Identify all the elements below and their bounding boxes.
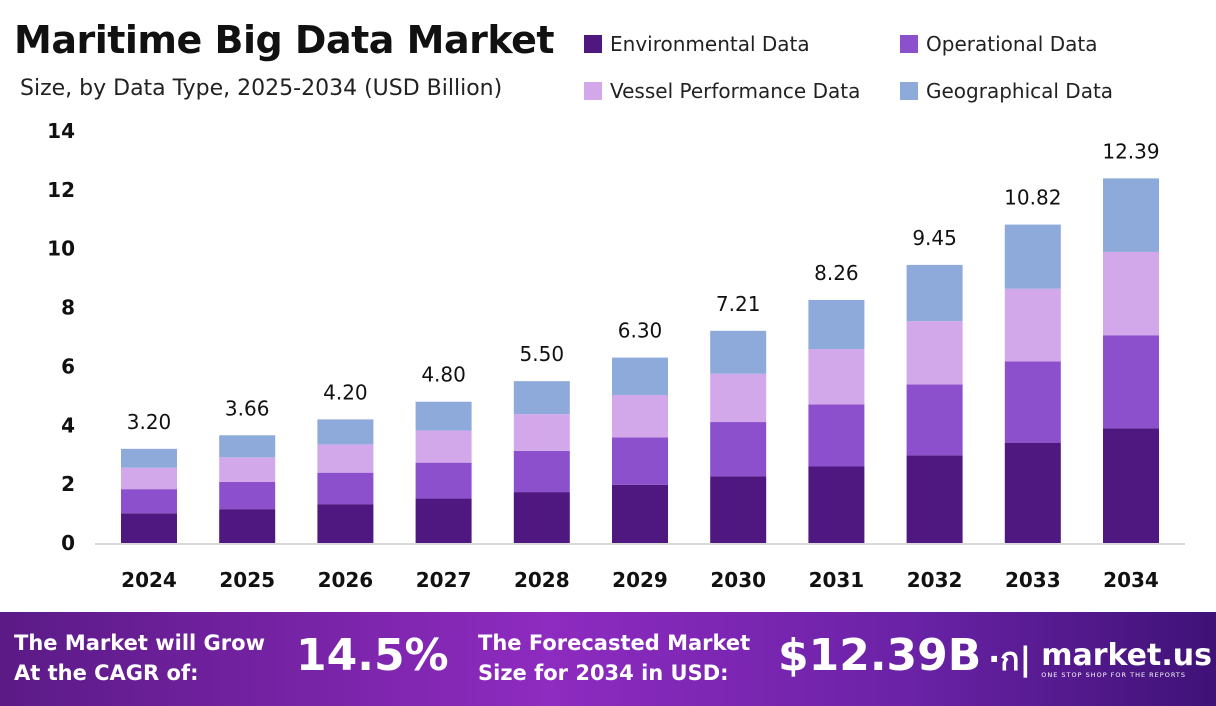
y-tick-label: 2 <box>61 472 75 496</box>
bar-segment <box>1103 335 1159 429</box>
x-tick-label: 2029 <box>612 568 668 592</box>
legend-swatch <box>900 82 918 100</box>
x-tick-label: 2031 <box>809 568 865 592</box>
y-tick-label: 12 <box>47 178 75 202</box>
footer-banner: The Market will Grow At the CAGR of: 14.5… <box>0 612 1216 706</box>
bar-segment <box>121 513 177 543</box>
bar-segment <box>1004 442 1061 543</box>
y-tick-label: 0 <box>61 531 75 555</box>
bar-total-label: 9.45 <box>912 226 957 250</box>
bar-segment <box>219 435 276 458</box>
bar-segment <box>906 455 963 543</box>
bar-segment <box>808 466 865 543</box>
bar-segment <box>121 489 177 514</box>
y-tick-label: 8 <box>61 296 75 320</box>
legend-item-environmental: Environmental Data <box>584 32 810 56</box>
x-tick-label: 2034 <box>1103 568 1159 592</box>
bar-segment <box>710 330 767 374</box>
bar-total-label: 4.20 <box>323 380 368 404</box>
x-tick-label: 2026 <box>318 568 374 592</box>
legend-label: Vessel Performance Data <box>610 79 861 103</box>
bar-segment <box>612 484 668 543</box>
legend-label: Geographical Data <box>926 79 1114 103</box>
x-tick-label: 2030 <box>710 568 766 592</box>
legend-swatch <box>584 82 602 100</box>
bar-segment <box>808 404 865 467</box>
x-tick-label: 2028 <box>514 568 570 592</box>
bar-segment <box>710 422 767 477</box>
x-tick-label: 2025 <box>219 568 275 592</box>
legend-item-geographical: Geographical Data <box>900 79 1113 103</box>
bar-segment <box>1103 428 1159 543</box>
bar-segment <box>710 373 767 423</box>
bar-segment <box>1103 178 1159 252</box>
bar-total-label: 4.80 <box>421 363 466 387</box>
y-tick-label: 10 <box>47 237 75 261</box>
legend-label: Operational Data <box>926 32 1098 56</box>
bar-segment <box>219 481 276 510</box>
x-tick-label: 2027 <box>416 568 472 592</box>
bar-segment <box>415 401 472 431</box>
bar-segment <box>219 509 276 543</box>
legend-item-operational: Operational Data <box>900 32 1097 56</box>
bar-segment <box>317 472 374 505</box>
bar-segment <box>1004 224 1061 289</box>
chart-subtitle: Size, by Data Type, 2025-2034 (USD Billi… <box>20 76 503 101</box>
x-tick-label: 2033 <box>1005 568 1061 592</box>
bar-segment <box>906 384 963 456</box>
bar-total-label: 3.66 <box>225 396 270 420</box>
y-tick-label: 4 <box>61 413 75 437</box>
bar-segment <box>513 381 570 415</box>
bar-segment <box>1103 251 1159 336</box>
y-tick-label: 14 <box>47 119 75 143</box>
x-tick-label: 2032 <box>907 568 963 592</box>
bar-total-label: 8.26 <box>814 261 859 285</box>
forecast-value: $12.39B <box>778 630 982 681</box>
logo-icon: ∙ก| <box>988 640 1032 678</box>
bar-segment <box>317 419 374 445</box>
cagr-value: 14.5% <box>296 630 449 681</box>
bar-segment <box>415 498 472 543</box>
bar-segment <box>415 462 472 499</box>
bar-segment <box>513 414 570 451</box>
bar-total-label: 6.30 <box>618 319 663 343</box>
bar-segment <box>415 430 472 463</box>
bar-total-label: 3.20 <box>127 410 172 434</box>
x-tick-label: 2024 <box>121 568 177 592</box>
bar-segment <box>612 357 668 395</box>
bar-segment <box>317 444 374 473</box>
bar-segment <box>1004 361 1061 443</box>
legend-swatch <box>900 35 918 53</box>
bar-segment <box>710 476 767 543</box>
bar-segment <box>317 504 374 543</box>
bar-segment <box>121 448 177 468</box>
bar-segment <box>513 492 570 543</box>
legend-label: Environmental Data <box>610 32 810 56</box>
cagr-label: The Market will Grow At the CAGR of: <box>14 631 265 685</box>
legend-item-vessel: Vessel Performance Data <box>584 79 860 103</box>
bar-segment <box>612 437 668 485</box>
bar-segment <box>808 349 865 405</box>
bar-segment <box>612 394 668 438</box>
chart-title: Maritime Big Data Market <box>14 18 555 62</box>
bar-segment <box>1004 288 1061 362</box>
bar-segment <box>219 457 276 482</box>
bar-segment <box>513 450 570 493</box>
bar-segment <box>121 467 177 490</box>
bar-segment <box>808 299 865 350</box>
bar-segment <box>906 264 963 322</box>
forecast-label: The Forecasted Market Size for 2034 in US… <box>478 631 751 685</box>
logo: ∙ก| market.us ONE STOP SHOP FOR THE REPOR… <box>988 634 1212 685</box>
y-tick-label: 6 <box>61 354 75 378</box>
stacked-bar-chart: 0 2 4 6 8 10 12 14 3.20 2024 3.66 2025 4.20 2026 4.80 2… <box>47 119 1185 592</box>
bar-segment <box>906 321 963 385</box>
bar-total-label: 7.21 <box>716 292 761 316</box>
legend-swatch <box>584 35 602 53</box>
bar-total-label: 12.39 <box>1102 139 1159 163</box>
bar-total-label: 10.82 <box>1004 186 1061 210</box>
bar-total-label: 5.50 <box>520 342 565 366</box>
